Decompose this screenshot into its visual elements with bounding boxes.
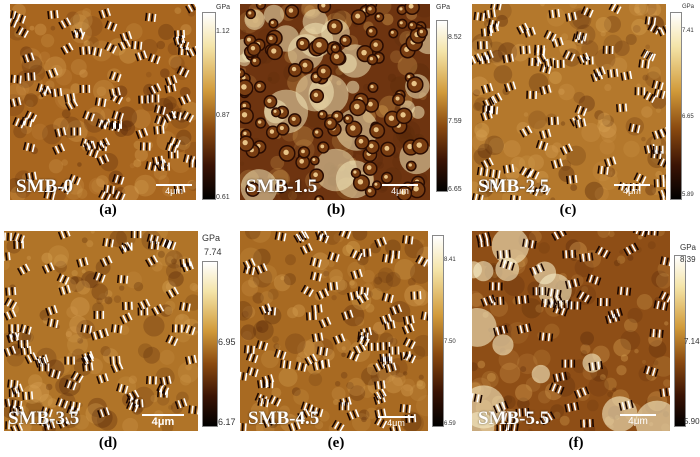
panel-caption: (a) [99, 202, 117, 218]
afm-image-smb-2-5 [472, 4, 666, 200]
color-scale-mid: 7.59 [448, 118, 462, 125]
afm-image-smb-0 [10, 4, 196, 200]
color-scale-unit: GPa [436, 4, 451, 11]
color-scale-min: 0.61 [216, 194, 230, 201]
color-scale-unit: GPa [202, 233, 221, 243]
color-scale-mid: 6.95 [218, 337, 236, 347]
color-scale-min: 5.90 [684, 417, 700, 426]
scale-bar-label: 4μm [391, 186, 409, 196]
afm-image-smb-1-5 [240, 4, 430, 200]
scale-bar-label: 4μm [387, 418, 405, 428]
panel-caption: (b) [326, 202, 346, 218]
color-scale: GPa 7.41 6.65 5.89 [668, 4, 700, 200]
color-scale-min: 6.17 [218, 417, 236, 427]
color-scale-mid: 0.87 [216, 112, 230, 119]
sample-label: SMB-3.5 [8, 408, 80, 429]
color-scale-max: 8.41 [444, 257, 456, 263]
color-scale-max: 7.74 [204, 247, 222, 257]
afm-texture [4, 231, 198, 431]
sample-label: SMB-0 [16, 176, 73, 197]
afm-image-smb-4-5 [240, 231, 428, 431]
afm-texture [10, 4, 196, 200]
color-scale-mid: 7.14 [684, 337, 700, 346]
panel-caption: (f) [568, 435, 584, 451]
color-scale: GPa 8.39 7.14 5.90 [672, 231, 700, 431]
sample-label: SMB-5.5 [478, 408, 550, 429]
scale-bar-label: 4μm [151, 416, 175, 428]
color-scale-unit: GPa [216, 4, 231, 11]
afm-texture [472, 4, 666, 200]
color-scale-mid: 6.65 [682, 114, 694, 120]
color-scale: GPa 1.12 0.87 0.61 [200, 4, 231, 201]
color-scale: GPa 7.74 6.95 6.17 [200, 231, 236, 431]
afm-texture [240, 4, 430, 200]
color-scale-mid: 7.50 [444, 339, 456, 345]
color-scale: 8.41 7.50 6.59 [430, 231, 460, 431]
color-scale-max: 7.41 [682, 28, 694, 34]
color-scale-max: 8.39 [680, 255, 696, 264]
scale-bar-label: 4μm [623, 186, 641, 196]
panel-caption: (c) [559, 202, 577, 218]
afm-image-smb-5-5 [472, 231, 670, 431]
sample-label: SMB-1.5 [246, 176, 318, 197]
color-scale-max: 1.12 [216, 28, 230, 35]
scale-bar-label: 4μm [165, 186, 183, 196]
color-scale-max: 8.52 [448, 34, 462, 41]
color-scale-unit: GPa [680, 243, 697, 252]
panel-caption: (e) [327, 435, 345, 451]
color-scale: GPa 8.52 7.59 6.65 [434, 4, 464, 200]
afm-texture [240, 231, 428, 431]
sample-label: SMB-4.5 [248, 408, 320, 429]
afm-texture [472, 231, 670, 431]
color-scale-unit: GPa [682, 4, 695, 10]
afm-image-smb-3-5 [4, 231, 198, 431]
sample-label: SMB-2.5 [478, 176, 550, 197]
color-scale-min: 6.59 [444, 421, 456, 427]
panel-caption: (d) [98, 435, 118, 451]
color-scale-min: 5.89 [682, 192, 694, 198]
scale-bar-label: 4μm [628, 416, 648, 427]
color-scale-min: 6.65 [448, 186, 462, 193]
